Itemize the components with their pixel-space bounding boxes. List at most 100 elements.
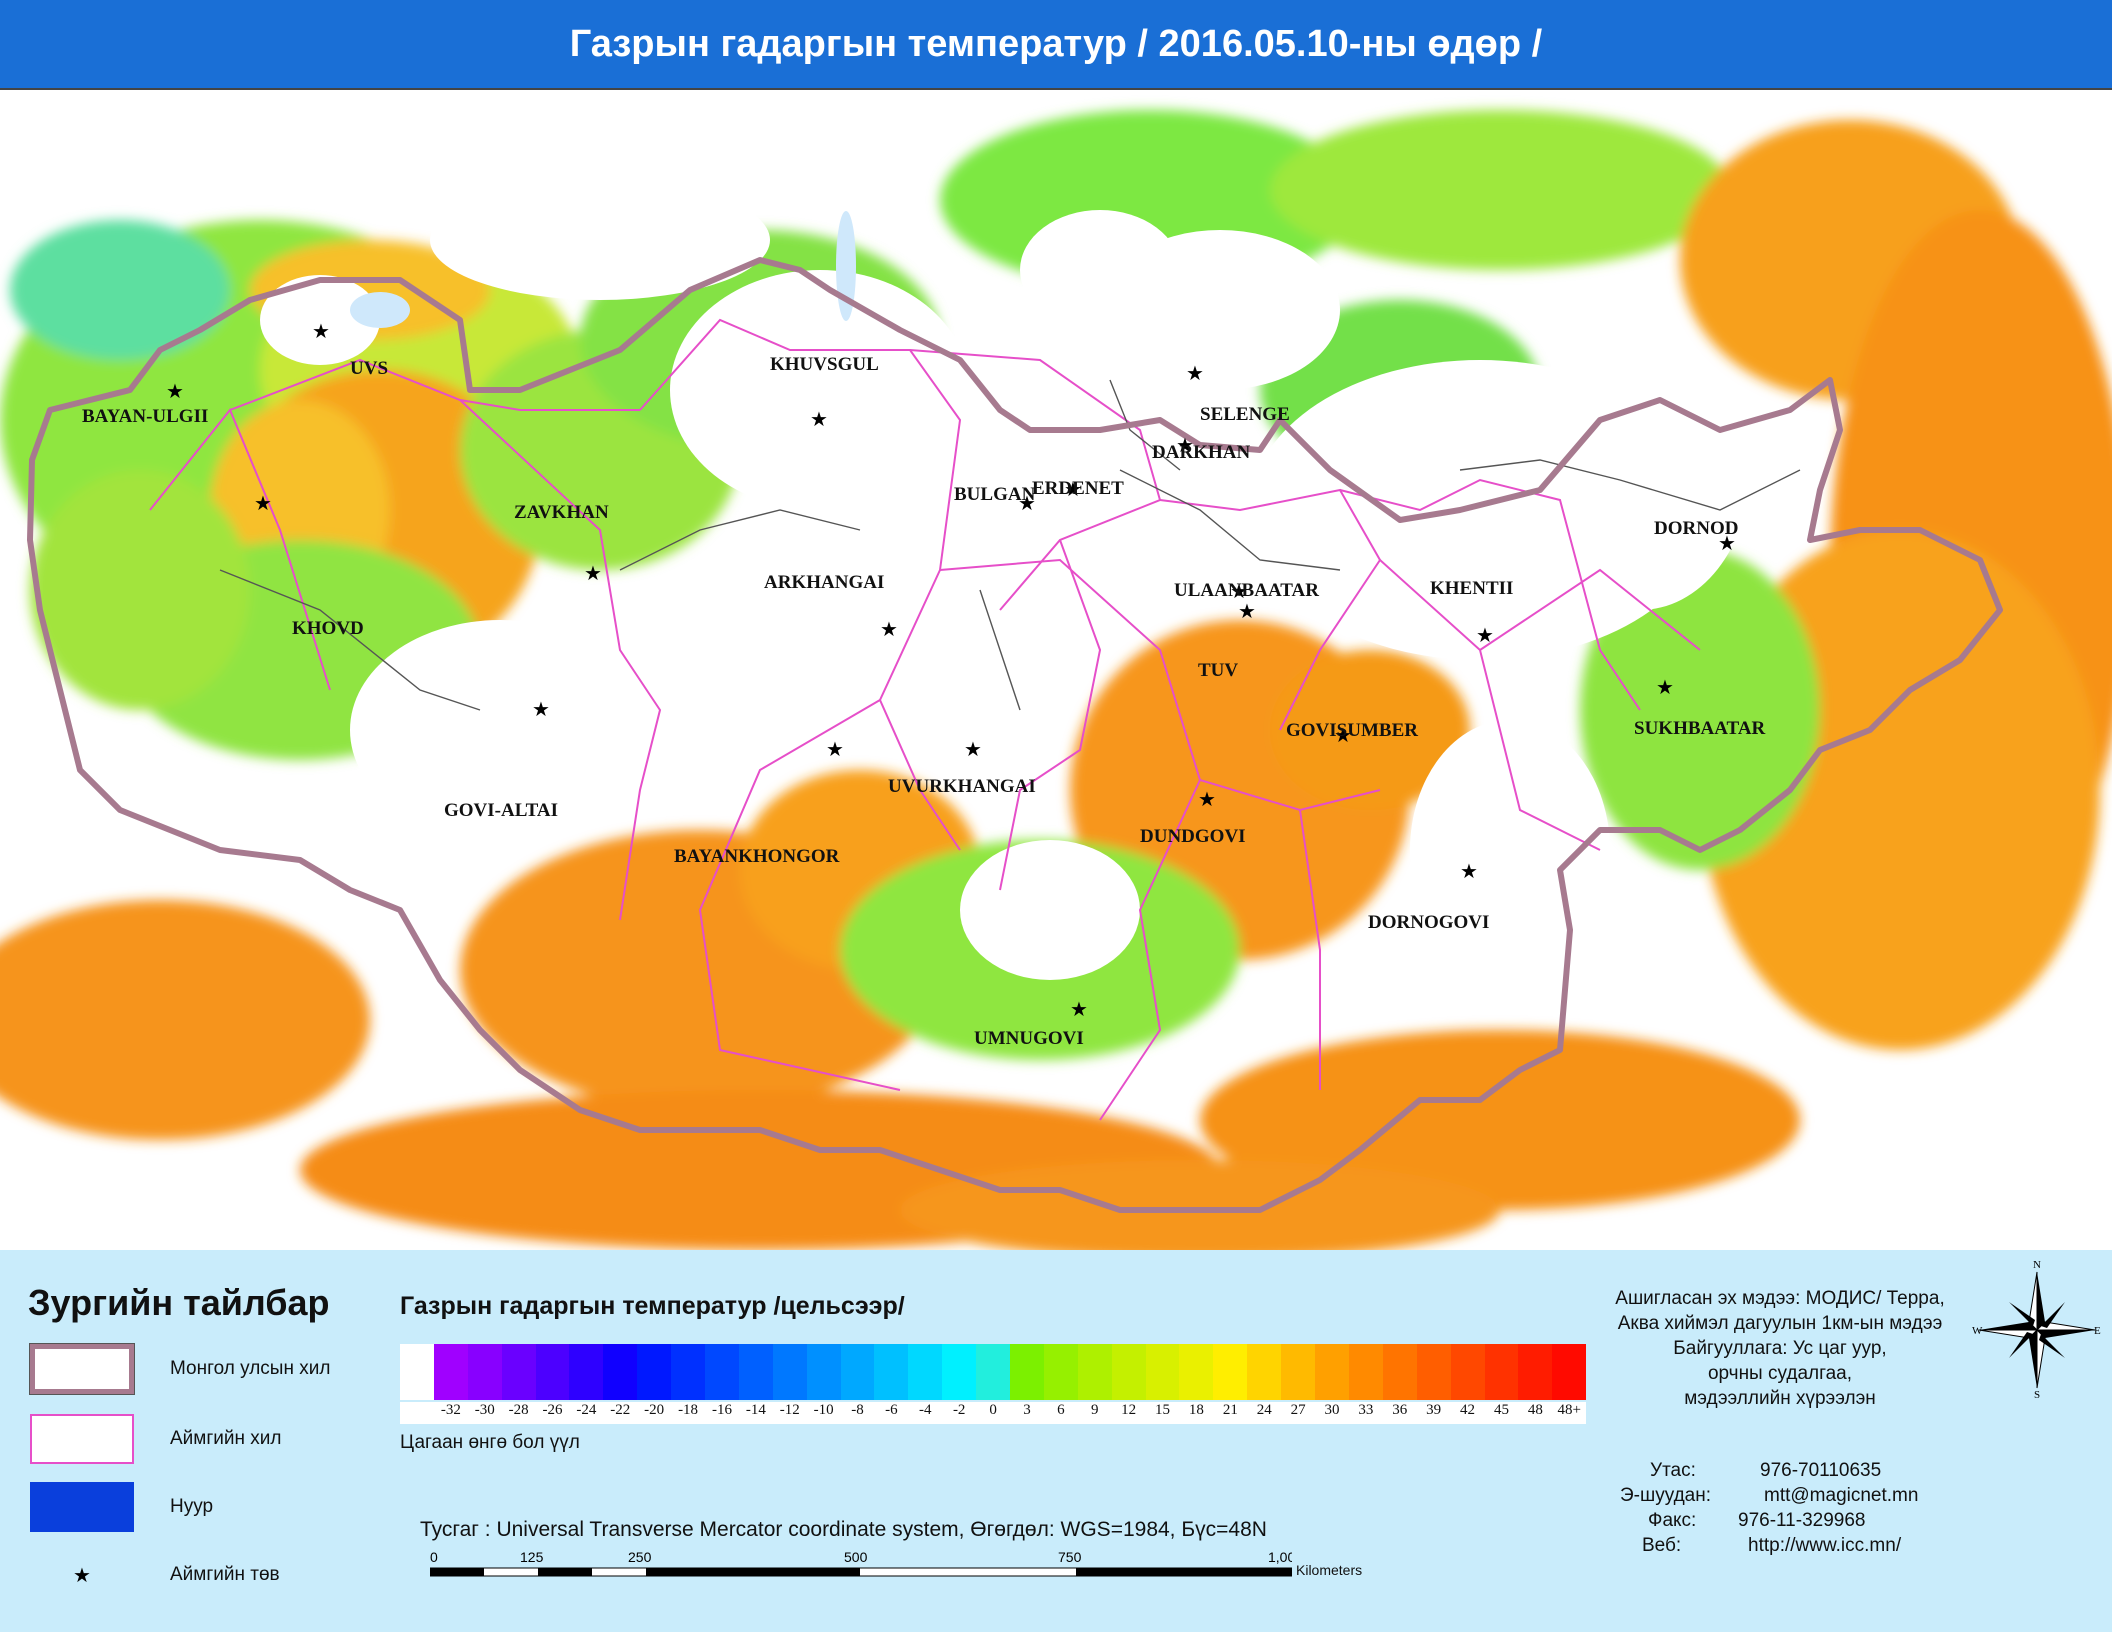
ramp-swatch xyxy=(1416,1344,1451,1400)
legend-center: ★ Аймгийн төв xyxy=(30,1550,280,1600)
country-border xyxy=(27,257,2003,1213)
ramp-swatch xyxy=(1315,1344,1349,1400)
ramp-label: 15 xyxy=(1155,1402,1171,1418)
compass-e: E xyxy=(2094,1325,2101,1337)
svg-text:★: ★ xyxy=(1070,997,1088,1021)
web-link[interactable]: http://www.icc.mn/ xyxy=(1748,1535,1902,1556)
scale-bar: 0 125 250 500 750 1,000 xyxy=(430,1550,1292,1577)
label-govi-altai: GOVI-ALTAI xyxy=(444,800,559,821)
temperature-map: ★ ★ ★ ★ ★ ★ ★ ★ ★ ★ ★ ★ ★ ★ ★ ★ ★ ★ ★ ★ … xyxy=(0,88,2112,1252)
scale-tick-0: 0 xyxy=(430,1550,438,1565)
svg-text:★: ★ xyxy=(1064,477,1082,501)
label-ulaanbaatar: ULAANBAATAR xyxy=(1174,580,1319,601)
ramp-label: -24 xyxy=(576,1402,597,1418)
ramp-label: -26 xyxy=(542,1402,563,1418)
svg-text:★: ★ xyxy=(1718,531,1736,555)
ramp-swatch xyxy=(1281,1344,1316,1400)
label-khuvsgul: KHUVSGUL xyxy=(770,354,879,375)
svg-text:★: ★ xyxy=(312,319,330,343)
aimag-centers: ★ ★ ★ ★ ★ ★ ★ ★ ★ ★ ★ ★ ★ ★ ★ ★ ★ ★ ★ ★ … xyxy=(166,319,1736,1021)
ramp-label: -30 xyxy=(474,1402,495,1418)
ramp-label: 12 xyxy=(1121,1402,1137,1418)
ramp-swatch xyxy=(874,1344,909,1400)
rivers xyxy=(219,379,1801,711)
fax-value: 976-11-329968 xyxy=(1738,1510,1866,1531)
ramp-label: -20 xyxy=(644,1402,665,1418)
svg-text:★: ★ xyxy=(1334,723,1352,747)
ramp-label: -2 xyxy=(952,1402,966,1418)
ramp-label: -32 xyxy=(440,1402,461,1418)
label-uvurkhangai: UVURKHANGAI xyxy=(888,776,1036,797)
ramp-swatch xyxy=(1382,1344,1417,1400)
email-label: Э-шуудан: xyxy=(1620,1485,1712,1506)
scale-unit: Kilometers xyxy=(1296,1562,1363,1578)
ramp-label: -22 xyxy=(610,1402,631,1418)
ramp-label: 0 xyxy=(989,1402,997,1418)
legend-center-label: Аймгийн төв xyxy=(170,1564,280,1585)
ramp-swatch xyxy=(1043,1344,1078,1400)
ramp-swatch xyxy=(569,1344,604,1400)
svg-text:★: ★ xyxy=(584,561,602,585)
scale-tick-125: 125 xyxy=(520,1550,544,1565)
ramp-swatch xyxy=(738,1344,773,1400)
svg-text:★: ★ xyxy=(1018,491,1036,515)
ramp-label: 39 xyxy=(1426,1402,1442,1418)
svg-text:★: ★ xyxy=(1238,599,1256,623)
svg-text:★: ★ xyxy=(1460,859,1478,883)
ramp-label: 27 xyxy=(1290,1402,1306,1418)
ramp-swatch xyxy=(1484,1344,1519,1400)
ramp-swatch xyxy=(1077,1344,1112,1400)
aimag-borders xyxy=(149,318,1701,1121)
ramp-label: -14 xyxy=(745,1402,766,1418)
legend-country-border-label: Монгол улсын хил xyxy=(170,1358,331,1379)
ramp-label: 3 xyxy=(1023,1402,1031,1418)
ramp-label: -6 xyxy=(885,1402,898,1418)
ramp-swatch xyxy=(1518,1344,1553,1400)
label-bayankhongor: BAYANKHONGOR xyxy=(674,846,840,867)
source-line: орчны судалгаа, xyxy=(1707,1363,1853,1384)
source-line: Аква хиймэл дагуулын 1км-ын мэдээ xyxy=(1617,1313,1943,1334)
label-dornogovi: DORNOGOVI xyxy=(1368,912,1490,933)
ramp-swatch xyxy=(535,1344,570,1400)
ramp-label: 42 xyxy=(1460,1402,1476,1418)
svg-text:★: ★ xyxy=(1476,623,1494,647)
projection-text: Тусгаг : Universal Transverse Mercator c… xyxy=(420,1518,1267,1541)
ramp-swatch xyxy=(942,1344,977,1400)
ramp-label: 21 xyxy=(1222,1402,1238,1418)
svg-text:★: ★ xyxy=(964,737,982,761)
compass-n: N xyxy=(2033,1259,2041,1271)
color-ramp-labels: -32 -30 -28 -26 -24 -22 -20 -18 -16 -14 -12 -10 -8 -6… xyxy=(400,1402,1586,1424)
scale-title: Газрын гадаргын температур /цельсээр/ xyxy=(400,1292,905,1320)
map-title: Газрын гадаргын температур / 2016.05.10-… xyxy=(0,0,2112,88)
scale-tick-750: 750 xyxy=(1058,1550,1082,1565)
label-khovd: KHOVD xyxy=(292,618,364,639)
ramp-swatch xyxy=(772,1344,807,1400)
legend-aimag-border-label: Аймгийн хил xyxy=(170,1428,282,1449)
source-line: мэдээллийн хүрээлэн xyxy=(1684,1388,1876,1409)
color-ramp xyxy=(400,1344,1587,1400)
fax-label: Факс: xyxy=(1648,1510,1697,1531)
ramp-swatch xyxy=(467,1344,502,1400)
ramp-label: -28 xyxy=(508,1402,529,1418)
compass-s: S xyxy=(2034,1389,2040,1398)
compass-w: W xyxy=(1972,1325,1983,1337)
svg-text:★: ★ xyxy=(532,697,550,721)
ramp-swatch xyxy=(637,1344,672,1400)
ramp-label xyxy=(400,1402,434,1424)
email-link[interactable]: mtt@magicnet.mn xyxy=(1764,1485,1919,1506)
label-selenge: SELENGE xyxy=(1200,404,1290,425)
country-border-swatch xyxy=(29,1343,135,1395)
svg-text:★: ★ xyxy=(166,379,184,403)
ramp-swatch xyxy=(1552,1344,1587,1400)
label-dornod: DORNOD xyxy=(1654,518,1739,539)
label-sukhbaatar: SUKHBAATAR xyxy=(1634,718,1766,739)
ramp-label: 48+ xyxy=(1557,1402,1581,1418)
ramp-swatch xyxy=(806,1344,841,1400)
ramp-label: -12 xyxy=(779,1402,800,1418)
svg-text:★: ★ xyxy=(1176,433,1194,457)
label-tuv: TUV xyxy=(1198,660,1239,681)
cloud-mask xyxy=(260,180,1750,980)
svg-text:★: ★ xyxy=(1198,787,1216,811)
ramp-label: 45 xyxy=(1493,1402,1509,1418)
label-arkhangai: ARKHANGAI xyxy=(764,572,885,593)
